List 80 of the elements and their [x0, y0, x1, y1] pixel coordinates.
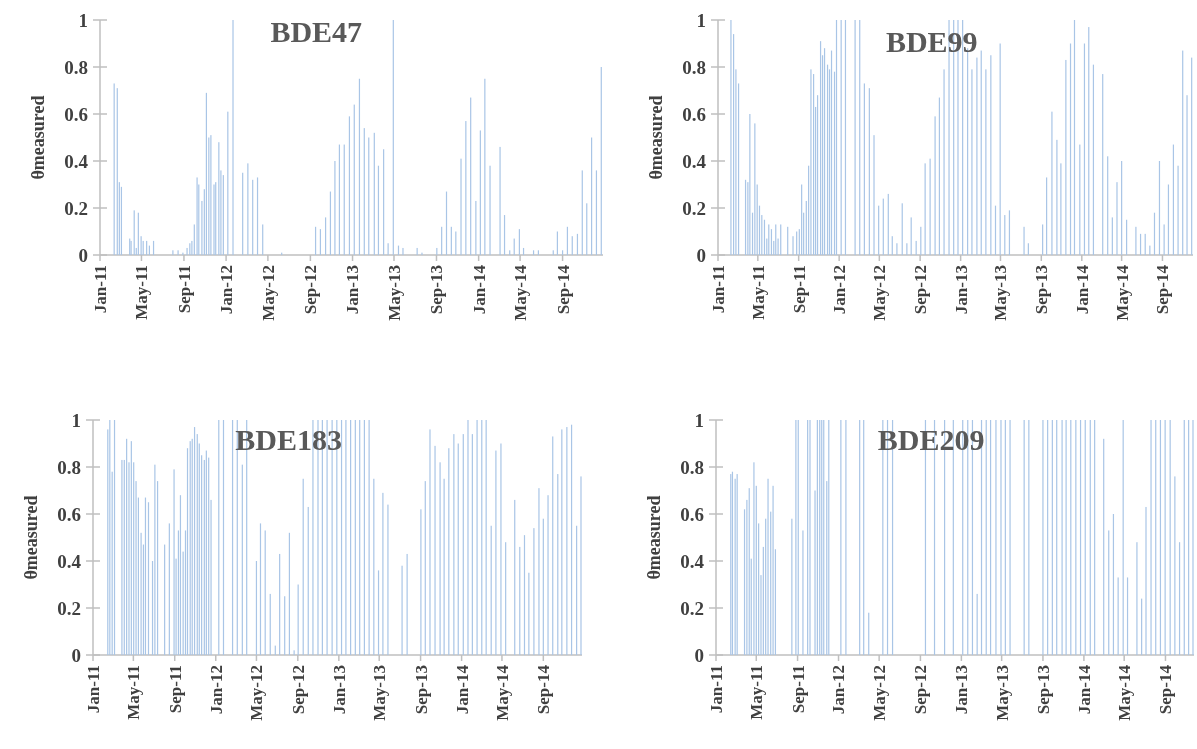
- x-tick-label: May-14: [1115, 664, 1135, 721]
- y-axis-title: θmeasured: [646, 95, 667, 180]
- x-tick-label: Sep-11: [788, 665, 808, 714]
- y-tick-label: 0.6: [64, 103, 88, 125]
- x-tick-label: May-14: [1112, 264, 1132, 321]
- y-tick-label: 0.4: [680, 550, 705, 572]
- x-tick-label: Sep-11: [165, 665, 185, 714]
- y-tick-label: 0.8: [682, 56, 706, 78]
- x-tick-label: May-11: [747, 665, 767, 720]
- x-tick-label: Jan-13: [329, 665, 349, 715]
- y-tick-label: 0.6: [680, 503, 704, 525]
- x-tick-label: Jan-11: [706, 665, 726, 714]
- x-tick-label: May-11: [748, 265, 768, 320]
- x-tick-label: Sep-13: [427, 265, 447, 315]
- x-tick-label: May-13: [992, 665, 1012, 721]
- x-tick-label: May-13: [991, 265, 1011, 321]
- y-tick-label: 0.6: [682, 103, 706, 125]
- x-tick-label: Jan-12: [830, 265, 850, 315]
- x-tick-label: Jan-13: [951, 265, 971, 315]
- y-tick-label: 0.2: [680, 597, 704, 619]
- x-tick-label: Sep-12: [288, 665, 308, 715]
- x-tick-label: Jan-14: [469, 264, 489, 315]
- x-tick-label: Sep-14: [534, 664, 554, 715]
- x-tick-label: Jan-12: [829, 665, 849, 715]
- chart-title: BDE183: [235, 423, 342, 456]
- y-tick-label: 0.2: [64, 197, 88, 219]
- x-tick-label: Jan-13: [343, 265, 363, 315]
- x-tick-label: May-12: [870, 265, 890, 321]
- x-tick-label: Jan-11: [83, 665, 103, 714]
- x-tick-label: May-14: [492, 664, 512, 721]
- x-tick-label: May-12: [258, 265, 278, 321]
- y-tick-label: 0.2: [682, 197, 706, 219]
- y-axis-title: θmeasured: [21, 495, 42, 580]
- y-tick-label: 0: [696, 244, 706, 266]
- y-tick-label: 0.6: [57, 503, 81, 525]
- y-tick-label: 0.2: [57, 597, 81, 619]
- x-tick-label: Jan-14: [1072, 264, 1092, 315]
- chart-title: BDE99: [885, 25, 978, 58]
- x-tick-label: May-12: [247, 665, 267, 721]
- y-axis-title: θmeasured: [28, 95, 49, 180]
- x-tick-label: May-11: [124, 665, 144, 720]
- x-tick-label: May-11: [132, 265, 152, 320]
- y-tick-label: 0.8: [680, 456, 704, 478]
- y-tick-label: 0: [71, 644, 81, 666]
- x-tick-label: Jan-11: [708, 265, 728, 314]
- y-tick-label: 0.8: [64, 56, 88, 78]
- x-tick-label: Sep-14: [1156, 664, 1176, 715]
- x-tick-label: Sep-14: [553, 264, 573, 315]
- x-tick-label: May-14: [511, 264, 531, 321]
- x-tick-label: Jan-14: [1074, 664, 1094, 715]
- x-tick-label: Sep-11: [789, 265, 809, 314]
- y-tick-label: 0.4: [682, 150, 707, 172]
- y-tick-label: 0: [78, 244, 88, 266]
- x-tick-label: Jan-11: [90, 265, 110, 314]
- y-tick-label: 0.4: [57, 550, 82, 572]
- x-tick-label: May-12: [870, 665, 890, 721]
- y-tick-label: 0: [694, 644, 704, 666]
- y-tick-label: 1: [78, 9, 88, 31]
- x-tick-label: Jan-13: [952, 665, 972, 715]
- x-tick-label: May-13: [384, 265, 404, 321]
- x-tick-label: Sep-11: [174, 265, 194, 314]
- x-tick-label: Sep-13: [411, 665, 431, 715]
- y-tick-label: 0.8: [57, 456, 81, 478]
- x-tick-label: Sep-12: [301, 265, 321, 315]
- x-tick-label: Jan-12: [217, 265, 237, 315]
- y-axis-title: θmeasured: [644, 495, 665, 580]
- chart-title: BDE209: [877, 423, 985, 456]
- x-tick-label: Jan-12: [206, 665, 226, 715]
- x-tick-label: Sep-12: [911, 665, 931, 715]
- y-tick-label: 1: [696, 9, 706, 31]
- x-tick-label: May-13: [370, 665, 390, 721]
- x-tick-label: Sep-13: [1032, 265, 1052, 315]
- y-tick-label: 1: [694, 409, 704, 431]
- y-tick-label: 0.4: [64, 150, 89, 172]
- chart-title: BDE47: [270, 15, 363, 48]
- x-tick-label: Sep-12: [911, 265, 931, 315]
- x-tick-label: Sep-13: [1033, 665, 1053, 715]
- x-tick-label: Jan-14: [452, 664, 472, 715]
- x-tick-label: Sep-14: [1153, 264, 1173, 315]
- y-tick-label: 1: [71, 409, 81, 431]
